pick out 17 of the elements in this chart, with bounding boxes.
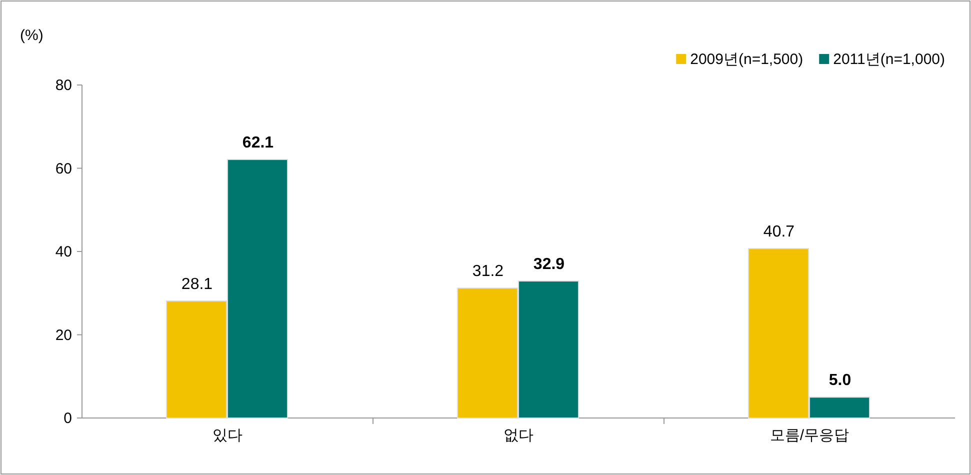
legend-label: 2011년(n=1,000) — [833, 51, 945, 68]
y-tick-label: 20 — [55, 326, 72, 344]
x-tick-label: 모름/무응답 — [770, 427, 850, 444]
data-label: 5.0 — [828, 372, 852, 390]
y-axis-title: (%) — [20, 27, 44, 44]
y-tick-label: 0 — [64, 410, 72, 427]
data-label: 28.1 — [181, 276, 213, 294]
x-tick-label: 없다 — [504, 427, 534, 444]
x-tick-label: 있다 — [212, 427, 242, 444]
data-label: 40.7 — [763, 224, 795, 241]
y-tick-label: 40 — [55, 244, 72, 260]
y-tick-label: 80 — [55, 77, 72, 94]
y-tick-label: 60 — [55, 160, 72, 178]
legend-label: 2009년(n=1,500) — [690, 51, 804, 68]
data-label: 62.1 — [242, 134, 274, 152]
data-label: 31.2 — [472, 263, 504, 280]
data-label: 32.9 — [533, 256, 565, 274]
